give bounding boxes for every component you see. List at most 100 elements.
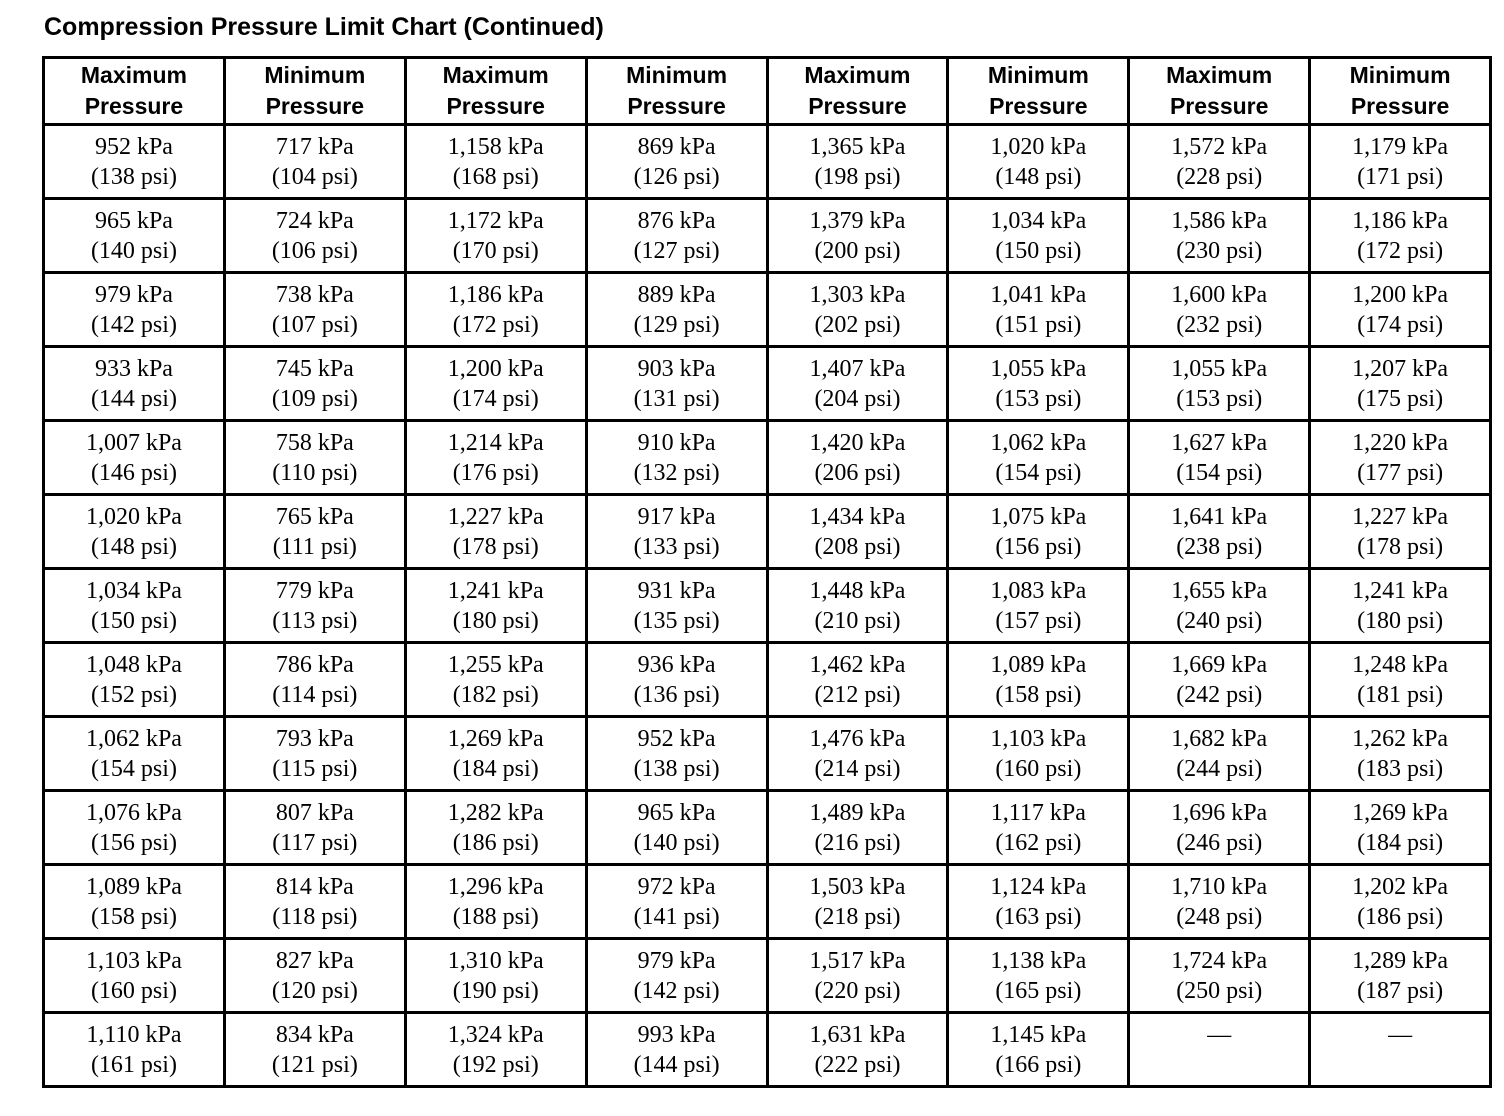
header-line-1: Minimum <box>1349 62 1451 88</box>
kpa-value: 1,214 kPa <box>447 429 544 456</box>
psi-value: (175 psi) <box>1357 385 1444 412</box>
psi-value: (153 psi) <box>995 385 1082 412</box>
table-cell: 1,303 kPa (202 psi) <box>765 271 950 348</box>
table-row: 933 kPa (144 psi) 745 kPa (109 psi) 1,20… <box>42 345 1492 422</box>
table-cell: 903 kPa (131 psi) <box>584 345 769 422</box>
table-cell: 869 kPa (126 psi) <box>584 123 769 200</box>
kpa-value: 1,641 kPa <box>1171 503 1268 530</box>
kpa-value: 1,062 kPa <box>85 725 182 752</box>
column-header: Maximum Pressure <box>765 56 950 126</box>
header-line-2: Pressure <box>265 93 365 119</box>
kpa-value: 1,489 kPa <box>809 799 906 826</box>
table-cell: 1,034 kPa (150 psi) <box>946 197 1131 274</box>
table-body: 952 kPa (138 psi) 717 kPa (104 psi) 1,15… <box>42 123 1492 1088</box>
kpa-value: 1,324 kPa <box>447 1021 544 1048</box>
table-cell: 1,655 kPa (240 psi) <box>1127 567 1312 644</box>
kpa-value: 1,103 kPa <box>85 947 182 974</box>
table-cell: 889 kPa (129 psi) <box>584 271 769 348</box>
page-title: Compression Pressure Limit Chart (Contin… <box>44 13 604 41</box>
table-cell: 1,202 kPa (186 psi) <box>1308 863 1492 940</box>
psi-value: (140 psi) <box>90 237 177 264</box>
table-cell: 1,269 kPa (184 psi) <box>1308 789 1492 866</box>
psi-value: (206 psi) <box>814 459 901 486</box>
document-page: Compression Pressure Limit Chart (Contin… <box>0 12 1504 1088</box>
psi-value: (176 psi) <box>452 459 539 486</box>
psi-value: (163 psi) <box>995 903 1082 930</box>
kpa-value: 910 kPa <box>637 429 716 456</box>
table-cell: 1,572 kPa (228 psi) <box>1127 123 1312 200</box>
kpa-value: 1,262 kPa <box>1352 725 1449 752</box>
table-cell: 1,041 kPa (151 psi) <box>946 271 1131 348</box>
kpa-value: 1,289 kPa <box>1352 947 1449 974</box>
psi-value: (248 psi) <box>1176 903 1263 930</box>
column-header: Minimum Pressure <box>1308 56 1492 126</box>
psi-value: (181 psi) <box>1357 681 1444 708</box>
kpa-value: 1,041 kPa <box>990 281 1087 308</box>
kpa-value: 738 kPa <box>275 281 354 308</box>
kpa-value: 1,476 kPa <box>809 725 906 752</box>
kpa-value: 1,186 kPa <box>447 281 544 308</box>
kpa-value: 814 kPa <box>275 873 354 900</box>
table-cell: 1,062 kPa (154 psi) <box>946 419 1131 496</box>
table-cell: 931 kPa (135 psi) <box>584 567 769 644</box>
psi-value: (154 psi) <box>90 755 177 782</box>
kpa-value: 869 kPa <box>637 133 716 160</box>
table-cell: 1,462 kPa (212 psi) <box>765 641 950 718</box>
kpa-value: 1,200 kPa <box>1352 281 1449 308</box>
psi-value: (156 psi) <box>90 829 177 856</box>
table-cell: 1,055 kPa (153 psi) <box>946 345 1131 422</box>
kpa-value: 1,282 kPa <box>447 799 544 826</box>
table-cell: 979 kPa (142 psi) <box>42 271 226 348</box>
table-cell: 1,048 kPa (152 psi) <box>42 641 226 718</box>
table-cell: 1,669 kPa (242 psi) <box>1127 641 1312 718</box>
table-cell: 814 kPa (118 psi) <box>222 863 407 940</box>
table-cell: 1,248 kPa (181 psi) <box>1308 641 1492 718</box>
kpa-value: 1,434 kPa <box>809 503 906 530</box>
psi-value: (114 psi) <box>272 681 358 708</box>
kpa-value: 1,655 kPa <box>1171 577 1268 604</box>
psi-value: (180 psi) <box>1357 607 1444 634</box>
psi-value: (146 psi) <box>90 459 177 486</box>
kpa-value: 1,034 kPa <box>990 207 1087 234</box>
psi-value: (120 psi) <box>271 977 358 1004</box>
psi-value: (168 psi) <box>452 163 539 190</box>
kpa-value: 1,055 kPa <box>1171 355 1268 382</box>
table-cell: 952 kPa (138 psi) <box>584 715 769 792</box>
table-cell: — <box>1127 1011 1312 1088</box>
table-row: 965 kPa (140 psi) 724 kPa (106 psi) 1,17… <box>42 197 1492 274</box>
psi-value: (162 psi) <box>995 829 1082 856</box>
kpa-value: 952 kPa <box>637 725 716 752</box>
kpa-value: 1,138 kPa <box>990 947 1087 974</box>
table-cell: 972 kPa (141 psi) <box>584 863 769 940</box>
psi-value: (186 psi) <box>452 829 539 856</box>
psi-value <box>1132 1050 1307 1080</box>
header-line-2: Pressure <box>446 93 545 119</box>
psi-value: (200 psi) <box>814 237 901 264</box>
kpa-value: 979 kPa <box>94 281 173 308</box>
table-cell: 1,124 kPa (163 psi) <box>946 863 1131 940</box>
column-header: Minimum Pressure <box>946 56 1131 126</box>
psi-value: (161 psi) <box>90 1051 177 1078</box>
kpa-value: 1,631 kPa <box>809 1021 906 1048</box>
kpa-value: 1,083 kPa <box>990 577 1087 604</box>
table-cell: 1,586 kPa (230 psi) <box>1127 197 1312 274</box>
psi-value: (172 psi) <box>1357 237 1444 264</box>
header-line-1: Maximum <box>804 62 911 88</box>
psi-value: (240 psi) <box>1176 607 1263 634</box>
psi-value: (135 psi) <box>633 607 720 634</box>
kpa-value: 1,200 kPa <box>447 355 544 382</box>
table-cell: 1,172 kPa (170 psi) <box>403 197 588 274</box>
psi-value: (171 psi) <box>1357 163 1444 190</box>
psi-value: (133 psi) <box>633 533 720 560</box>
kpa-value: 1,407 kPa <box>809 355 906 382</box>
psi-value: (104 psi) <box>271 163 358 190</box>
kpa-value: 876 kPa <box>637 207 716 234</box>
kpa-value: 1,186 kPa <box>1352 207 1449 234</box>
psi-value: (158 psi) <box>995 681 1082 708</box>
psi-value: (160 psi) <box>995 755 1082 782</box>
kpa-value: 1,158 kPa <box>447 133 544 160</box>
table-cell: 933 kPa (144 psi) <box>42 345 226 422</box>
table-cell: 1,324 kPa (192 psi) <box>403 1011 588 1088</box>
table-cell: 1,200 kPa (174 psi) <box>1308 271 1492 348</box>
kpa-value: 1,110 kPa <box>86 1021 182 1048</box>
